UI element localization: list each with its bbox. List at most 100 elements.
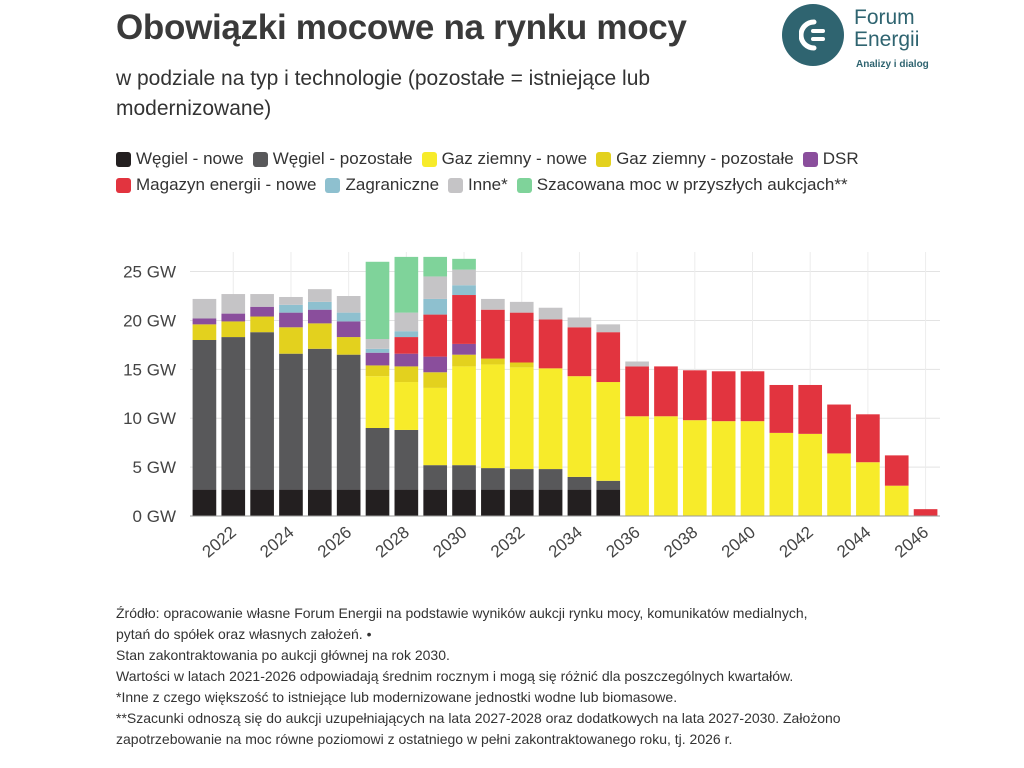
logo-e-icon — [799, 19, 825, 51]
bar-segment — [452, 343, 476, 355]
bar-segment — [221, 313, 246, 322]
legend-swatch — [252, 151, 268, 167]
bar-segment — [567, 376, 592, 477]
legend-swatch — [116, 177, 131, 193]
bar-segment — [654, 366, 678, 417]
bar-segment — [452, 295, 476, 344]
y-tick-label: 25 GW — [123, 263, 176, 282]
bar-segment — [884, 485, 909, 516]
footnotes: Źródło: opracowanie własne Forum Energii… — [116, 603, 996, 750]
logo-name: Forum Energii — [854, 7, 919, 51]
bar-segment — [452, 285, 476, 296]
bar-segment — [567, 317, 592, 328]
x-tick-label: 2040 — [718, 523, 759, 562]
bar-segment — [336, 321, 361, 338]
logo-name-line1: Forum — [854, 6, 915, 29]
x-tick-label: 2034 — [545, 523, 586, 562]
bar-segment — [538, 489, 563, 516]
bar-segment — [394, 256, 419, 313]
bar-segment — [365, 489, 390, 516]
footnote-line: pytań do spółek oraz własnych założeń. • — [116, 626, 372, 642]
legend-label: Gaz ziemny - pozostałe — [616, 149, 794, 168]
footnote-line: Źródło: opracowanie własne Forum Energii… — [116, 605, 808, 621]
bar-segment — [567, 489, 592, 516]
legend-label: DSR — [822, 149, 859, 168]
legend-item: Węgiel - nowe — [116, 146, 244, 172]
bar-segment — [452, 258, 476, 270]
bar-segment — [307, 309, 332, 324]
bar-segment — [423, 298, 448, 315]
bar-segment — [798, 433, 823, 516]
bar-segment — [856, 462, 880, 516]
bar-segment — [481, 489, 505, 516]
bar-segment — [423, 465, 448, 490]
bar-segment — [452, 489, 476, 516]
bar-segment — [307, 289, 332, 302]
legend-label: Magazyn energii - nowe — [136, 175, 317, 194]
bar-segment — [423, 256, 448, 277]
bar-segment — [336, 296, 361, 313]
bar-segment — [452, 269, 476, 286]
bar-segment — [423, 489, 448, 516]
bar-segment — [336, 337, 361, 355]
bar-segment — [538, 307, 563, 320]
bar-segment — [913, 509, 938, 516]
footnote-line: Stan zakontraktowania po aukcji głównej … — [116, 647, 450, 663]
bar-segment — [365, 348, 390, 353]
bar-segment — [538, 319, 563, 369]
bar-segment — [394, 312, 419, 332]
bar-segment — [307, 348, 332, 490]
bar-segment — [538, 469, 563, 490]
bar-segment — [423, 314, 448, 357]
bar-segment — [596, 382, 621, 481]
x-tick-label: 2036 — [602, 523, 643, 562]
bar-segment — [509, 312, 534, 363]
bar-segment — [509, 469, 534, 490]
bar-segment — [625, 361, 649, 367]
bar-segment — [856, 414, 880, 463]
legend-swatch — [325, 177, 341, 193]
bar-segment — [279, 489, 303, 516]
bar-segment — [481, 298, 505, 310]
x-tick-label: 2044 — [833, 523, 874, 562]
bar-segment — [307, 301, 332, 310]
bar-segment — [625, 366, 649, 417]
bar-segment — [192, 489, 217, 516]
legend-item: Zagraniczne — [325, 172, 439, 198]
logo-name-line2: Energii — [854, 28, 920, 51]
bar-segment — [365, 428, 390, 490]
bar-segment — [394, 429, 419, 490]
bar-segment — [394, 366, 419, 383]
bar-segment — [682, 370, 707, 421]
legend-item: Gaz ziemny - nowe — [421, 146, 587, 172]
legend-label: Szacowana moc w przyszłych aukcjach** — [536, 175, 848, 194]
bar-segment — [509, 367, 534, 470]
bar-segment — [740, 421, 765, 516]
x-tick-label: 2030 — [429, 523, 470, 562]
stacked-bar-chart: 0 GW 5 GW 10 GW 15 GW 20 GW 25 GW 2022 2024 2026… — [123, 252, 940, 562]
bar-segment — [567, 476, 592, 490]
bar-segment — [827, 404, 851, 454]
bar-segment — [279, 312, 303, 328]
bar-segment — [250, 306, 274, 317]
y-tick-label: 10 GW — [123, 409, 176, 428]
bar-segment — [423, 387, 448, 466]
bar-segment — [798, 384, 823, 434]
y-tick-label: 20 GW — [123, 311, 176, 330]
bar-segment — [452, 366, 476, 466]
bar-segment — [279, 327, 303, 354]
bar-segment — [596, 324, 621, 333]
bar-segment — [452, 354, 476, 367]
legend-swatch — [596, 151, 612, 167]
bar-segment — [596, 332, 621, 383]
logo-tagline: Analizy i dialog — [856, 59, 929, 70]
legend-item: DSR — [802, 146, 859, 172]
bar-segment — [682, 420, 707, 516]
legend-swatch — [516, 177, 532, 193]
bar-segment — [769, 432, 794, 516]
bar-segment — [250, 294, 274, 307]
bar-segment — [509, 362, 534, 368]
legend-label: Węgiel - pozostałe — [272, 149, 413, 168]
bar-segment — [740, 371, 765, 422]
bar-segment — [711, 371, 736, 422]
